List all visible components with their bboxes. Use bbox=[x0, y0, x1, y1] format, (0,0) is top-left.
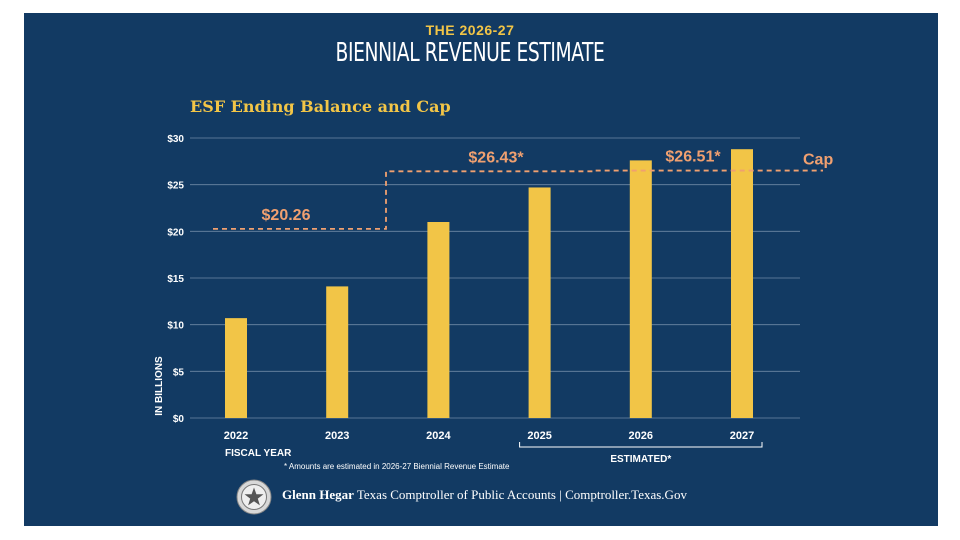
footnote: * Amounts are estimated in 2026-27 Bienn… bbox=[284, 462, 510, 471]
estimated-label: ESTIMATED* bbox=[610, 454, 671, 465]
bar-2027 bbox=[731, 149, 753, 418]
headline: BIENNIAL REVENUE ESTIMATE bbox=[335, 38, 605, 68]
cap-line bbox=[213, 169, 823, 230]
bar-2022 bbox=[225, 318, 247, 418]
estimated-bracket bbox=[519, 442, 763, 448]
y-tick-label: $20 bbox=[167, 227, 184, 238]
x-tick-label: 2024 bbox=[426, 430, 451, 442]
x-tick-label: 2022 bbox=[224, 430, 248, 442]
y-tick-label: $5 bbox=[173, 367, 185, 378]
footer-name: Glenn Hegar bbox=[282, 487, 354, 502]
y-tick-label: $15 bbox=[167, 274, 184, 285]
chart-title: ESF Ending Balance and Cap bbox=[190, 97, 451, 116]
y-axis-label: IN BILLIONS bbox=[154, 356, 165, 416]
footer-text: Texas Comptroller of Public Accounts | C… bbox=[353, 487, 687, 502]
x-tick-label: 2025 bbox=[527, 430, 551, 442]
bar-2023 bbox=[326, 286, 349, 418]
headline-kicker: THE 2026-27 bbox=[425, 22, 515, 38]
x-axis-label: FISCAL YEAR bbox=[225, 448, 292, 459]
y-tick-label: $10 bbox=[167, 321, 184, 332]
bar-2025 bbox=[528, 187, 551, 418]
y-tick-label: $0 bbox=[173, 414, 185, 425]
comptroller-seal-icon bbox=[236, 479, 272, 515]
bar-2024 bbox=[427, 222, 450, 418]
x-tick-label: 2027 bbox=[730, 430, 754, 442]
x-tick-label: 2026 bbox=[629, 430, 653, 442]
cap-label-2024: $26.43* bbox=[468, 149, 524, 166]
y-tick-label: $25 bbox=[167, 181, 184, 192]
cap-label-2022: $20.26 bbox=[262, 207, 311, 224]
cap-legend-label: Cap bbox=[803, 152, 833, 169]
x-tick-label: 2023 bbox=[325, 430, 349, 442]
cap-label-2026: $26.51* bbox=[665, 149, 721, 166]
y-tick-label: $30 bbox=[167, 134, 184, 145]
bar-2026 bbox=[629, 160, 652, 418]
slide-background bbox=[24, 13, 938, 526]
footer-credit: Glenn Hegar Texas Comptroller of Public … bbox=[282, 487, 687, 503]
